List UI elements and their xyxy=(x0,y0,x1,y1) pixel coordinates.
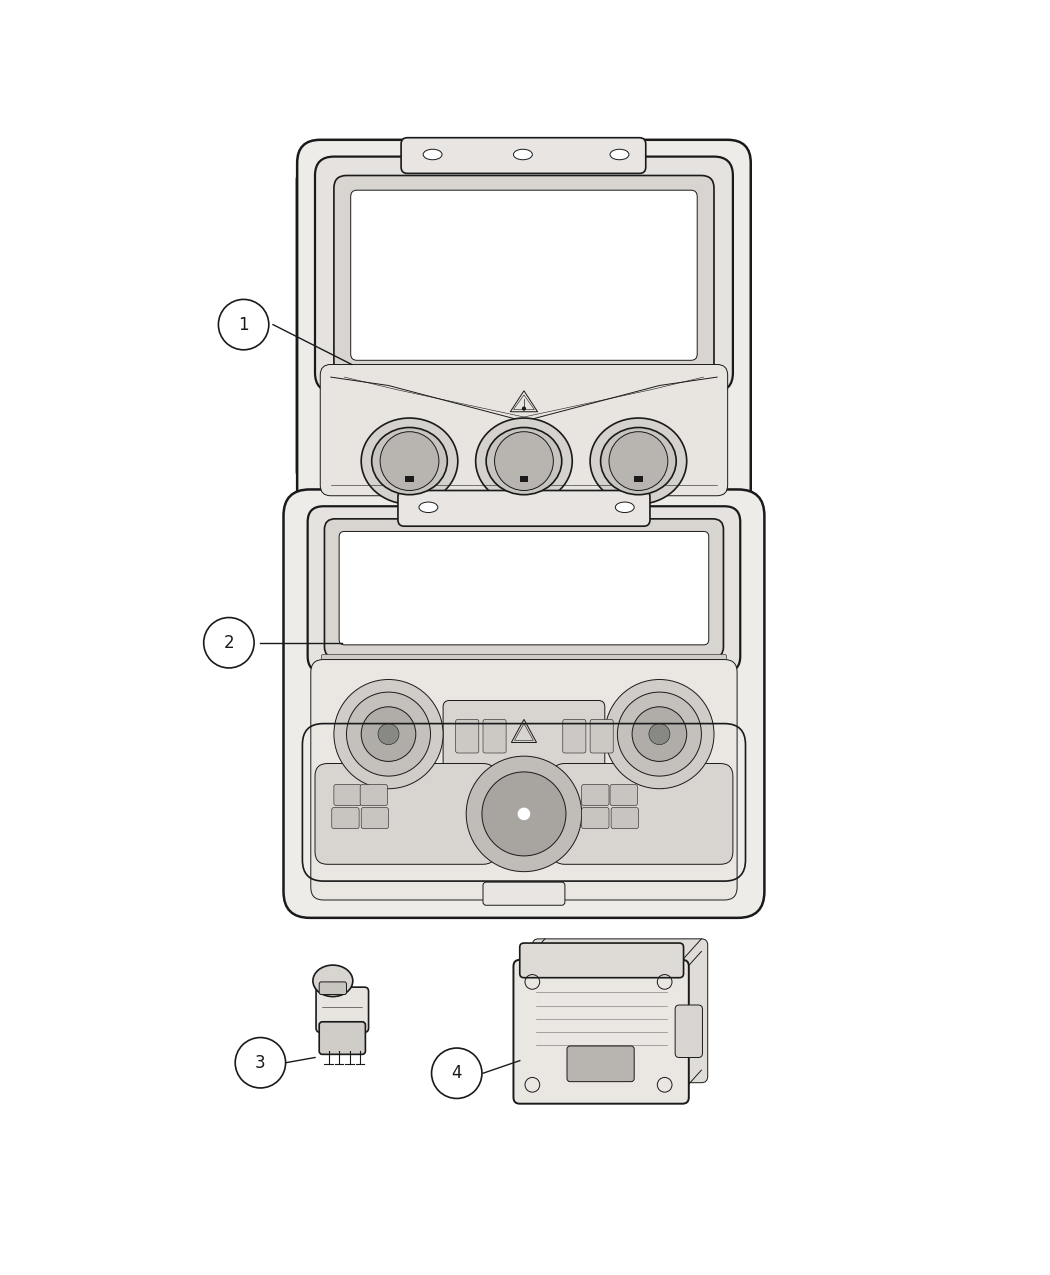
FancyBboxPatch shape xyxy=(320,365,728,496)
FancyBboxPatch shape xyxy=(483,719,506,754)
Text: 3: 3 xyxy=(255,1053,266,1072)
FancyBboxPatch shape xyxy=(582,807,609,829)
Ellipse shape xyxy=(361,418,458,504)
Circle shape xyxy=(432,1048,482,1099)
FancyBboxPatch shape xyxy=(398,491,650,527)
FancyBboxPatch shape xyxy=(708,171,751,479)
Circle shape xyxy=(522,407,526,411)
Circle shape xyxy=(632,706,687,761)
FancyBboxPatch shape xyxy=(319,982,346,994)
Ellipse shape xyxy=(610,149,629,159)
Circle shape xyxy=(204,617,254,668)
FancyBboxPatch shape xyxy=(361,807,388,829)
FancyBboxPatch shape xyxy=(315,157,733,391)
Text: 2: 2 xyxy=(224,634,234,652)
FancyBboxPatch shape xyxy=(513,960,689,1104)
Circle shape xyxy=(482,771,566,856)
FancyBboxPatch shape xyxy=(324,519,723,658)
Circle shape xyxy=(649,724,670,745)
FancyBboxPatch shape xyxy=(520,944,684,978)
Circle shape xyxy=(361,706,416,761)
FancyBboxPatch shape xyxy=(532,938,708,1082)
FancyBboxPatch shape xyxy=(552,764,733,864)
FancyBboxPatch shape xyxy=(296,171,339,479)
FancyBboxPatch shape xyxy=(490,479,558,502)
Circle shape xyxy=(495,432,553,491)
Circle shape xyxy=(346,692,430,776)
FancyBboxPatch shape xyxy=(315,764,496,864)
FancyBboxPatch shape xyxy=(611,807,638,829)
Ellipse shape xyxy=(476,418,572,504)
Circle shape xyxy=(466,756,582,872)
FancyBboxPatch shape xyxy=(483,882,565,905)
FancyBboxPatch shape xyxy=(311,659,737,900)
Ellipse shape xyxy=(372,427,447,495)
Text: 4: 4 xyxy=(452,1065,462,1082)
Circle shape xyxy=(605,680,714,789)
FancyBboxPatch shape xyxy=(316,987,369,1033)
FancyBboxPatch shape xyxy=(308,506,740,672)
Ellipse shape xyxy=(601,427,676,495)
Text: 1: 1 xyxy=(238,316,249,334)
FancyBboxPatch shape xyxy=(339,532,709,645)
Ellipse shape xyxy=(513,149,532,159)
FancyBboxPatch shape xyxy=(456,719,479,754)
Circle shape xyxy=(235,1038,286,1088)
Bar xyxy=(634,476,643,482)
Circle shape xyxy=(609,432,668,491)
Ellipse shape xyxy=(590,418,687,504)
FancyBboxPatch shape xyxy=(334,176,714,375)
Ellipse shape xyxy=(615,502,634,513)
FancyBboxPatch shape xyxy=(443,700,605,768)
FancyBboxPatch shape xyxy=(563,719,586,754)
Ellipse shape xyxy=(423,149,442,159)
FancyBboxPatch shape xyxy=(334,784,361,806)
Ellipse shape xyxy=(486,427,562,495)
FancyBboxPatch shape xyxy=(360,784,387,806)
Circle shape xyxy=(617,692,701,776)
Circle shape xyxy=(378,724,399,745)
Circle shape xyxy=(334,680,443,789)
FancyBboxPatch shape xyxy=(610,784,637,806)
Bar xyxy=(520,476,528,482)
FancyBboxPatch shape xyxy=(321,654,727,671)
FancyBboxPatch shape xyxy=(332,807,359,829)
FancyBboxPatch shape xyxy=(401,138,646,173)
FancyBboxPatch shape xyxy=(720,528,764,882)
Bar xyxy=(405,476,414,482)
FancyBboxPatch shape xyxy=(284,528,328,882)
Ellipse shape xyxy=(313,965,353,997)
Circle shape xyxy=(380,432,439,491)
FancyBboxPatch shape xyxy=(284,490,764,918)
FancyBboxPatch shape xyxy=(582,784,609,806)
FancyBboxPatch shape xyxy=(297,140,751,511)
FancyBboxPatch shape xyxy=(567,1046,634,1081)
Ellipse shape xyxy=(419,502,438,513)
FancyBboxPatch shape xyxy=(319,1021,365,1054)
FancyBboxPatch shape xyxy=(675,1005,702,1057)
FancyBboxPatch shape xyxy=(351,190,697,361)
Circle shape xyxy=(518,807,530,820)
Circle shape xyxy=(218,300,269,349)
FancyBboxPatch shape xyxy=(590,719,613,754)
